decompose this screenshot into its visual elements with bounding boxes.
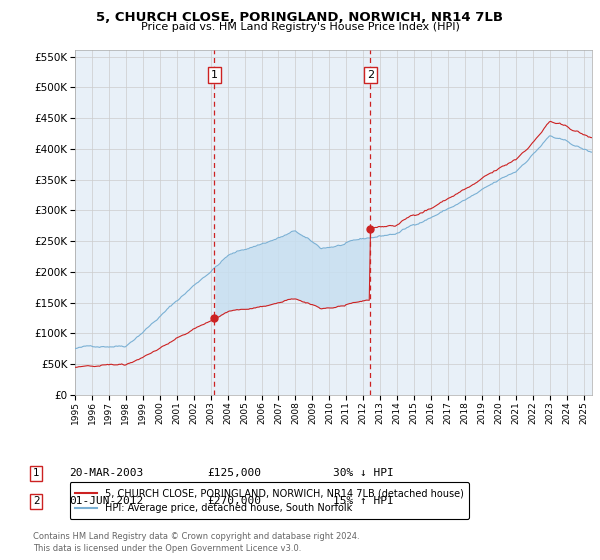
Text: 2: 2: [367, 70, 374, 80]
Text: 15% ↑ HPI: 15% ↑ HPI: [333, 496, 394, 506]
Text: 20-MAR-2003: 20-MAR-2003: [69, 468, 143, 478]
Text: £270,000: £270,000: [207, 496, 261, 506]
Text: 1: 1: [33, 468, 40, 478]
Text: 1: 1: [211, 70, 218, 80]
Legend: 5, CHURCH CLOSE, PORINGLAND, NORWICH, NR14 7LB (detached house), HPI: Average pr: 5, CHURCH CLOSE, PORINGLAND, NORWICH, NR…: [70, 482, 469, 519]
Text: 2: 2: [33, 496, 40, 506]
Text: 5, CHURCH CLOSE, PORINGLAND, NORWICH, NR14 7LB: 5, CHURCH CLOSE, PORINGLAND, NORWICH, NR…: [97, 11, 503, 24]
Text: £125,000: £125,000: [207, 468, 261, 478]
Text: 01-JUN-2012: 01-JUN-2012: [69, 496, 143, 506]
Text: Contains HM Land Registry data © Crown copyright and database right 2024.
This d: Contains HM Land Registry data © Crown c…: [33, 532, 359, 553]
Text: 30% ↓ HPI: 30% ↓ HPI: [333, 468, 394, 478]
Text: Price paid vs. HM Land Registry's House Price Index (HPI): Price paid vs. HM Land Registry's House …: [140, 22, 460, 32]
